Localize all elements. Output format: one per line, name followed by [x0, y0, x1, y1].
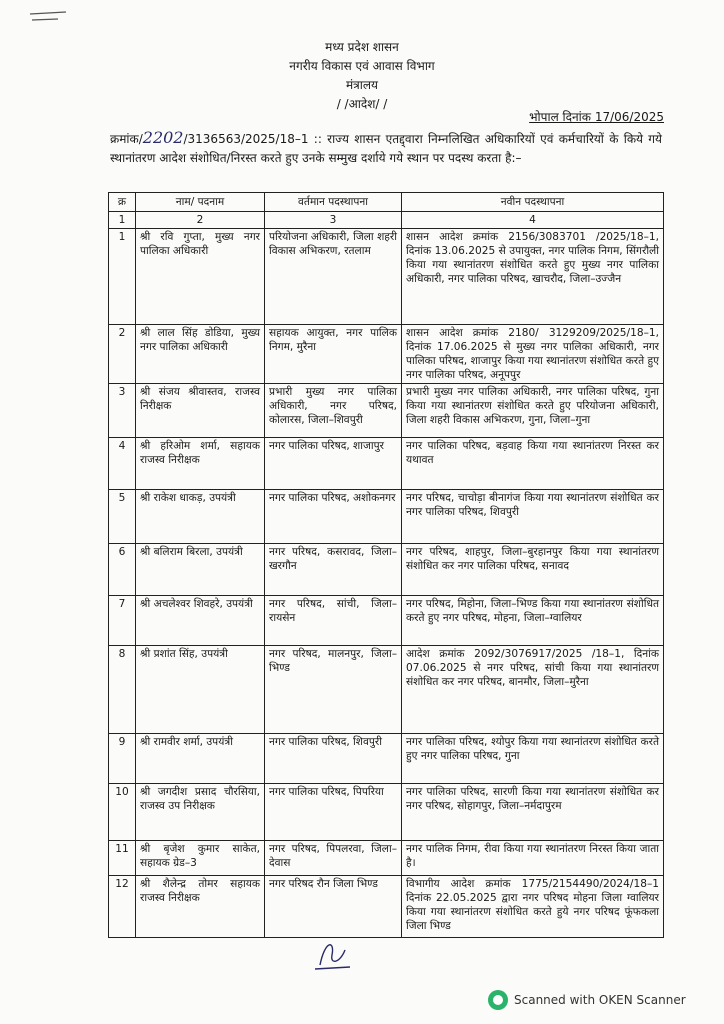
table-row: 8 श्री प्रशांत सिंह, उपयंत्री नगर परिषद, म…	[108, 645, 664, 734]
serial-cell: 2	[108, 324, 136, 384]
transfer-table: क्र नाम/ पदनाम वर्तमान पदस्थापना नवीन पद…	[108, 192, 664, 938]
new-posting-cell: नगर परिषद, चाचोड़ा बीनागंज किया गया स्था…	[401, 489, 664, 544]
header-serial: क्र	[108, 192, 136, 212]
column-index-row: 1 2 3 4	[108, 211, 664, 229]
name-cell: श्री शैलेन्द्र तोमर सहायक राजस्व निरीक्ष…	[135, 875, 265, 938]
signature	[314, 944, 351, 970]
index-cell: 4	[401, 211, 664, 229]
new-posting-cell: नगर पालिका परिषद, बड़वाह किया गया स्थाना…	[401, 437, 664, 490]
name-cell: श्री राकेश धाकड़, उपयंत्री	[135, 489, 265, 544]
name-cell: श्री जगदीश प्रसाद चौरसिया, राजस्व उप निर…	[135, 783, 265, 841]
table-row: 4 श्री हरिओम शर्मा, सहायक राजस्व निरीक्षक…	[108, 437, 664, 490]
letterhead-government: मध्य प्रदेश शासन	[325, 40, 399, 54]
current-posting-cell: नगर पालिका परिषद, शाजापुर	[264, 437, 402, 490]
name-cell: श्री प्रशांत सिंह, उपयंत्री	[135, 645, 265, 734]
order-number-prefix: क्रमांक/	[110, 132, 143, 146]
table-row: 5 श्री राकेश धाकड़, उपयंत्री नगर पालिका पर…	[108, 489, 664, 544]
name-cell: श्री हरिओम शर्मा, सहायक राजस्व निरीक्षक	[135, 437, 265, 490]
new-posting-cell: नगर परिषद, मिहोना, जिला–भिण्ड किया गया स…	[401, 595, 664, 646]
table-row: 12 श्री शैलेन्द्र तोमर सहायक राजस्व निरीक…	[108, 875, 664, 938]
table-row: 10 श्री जगदीश प्रसाद चौरसिया, राजस्व उप न…	[108, 783, 664, 841]
name-cell: श्री लाल सिंह डोडिया, मुख्य नगर पालिका अ…	[135, 324, 265, 384]
serial-cell: 1	[108, 228, 136, 325]
table-row: 9 श्री रामवीर शर्मा, उपयंत्री नगर पालिका प…	[108, 733, 664, 784]
name-cell: श्री रवि गुप्ता, मुख्य नगर पालिका अधिकार…	[135, 228, 265, 325]
order-intro: क्रमांक/2202/3136563/2025/18–1 :: राज्य …	[110, 128, 662, 168]
new-posting-cell: शासन आदेश क्रमांक 2156/3083701 /2025/18–…	[401, 228, 664, 325]
scanner-text: Scanned with OKEN Scanner	[514, 993, 686, 1007]
name-cell: श्री रामवीर शर्मा, उपयंत्री	[135, 733, 265, 784]
new-posting-cell: नगर पालिका परिषद, श्योपुर किया गया स्थान…	[401, 733, 664, 784]
current-posting-cell: नगर परिषद, कसरावद, जिला–खरगौन	[264, 543, 402, 596]
order-date: भोपाल दिनांक 17/06/2025	[529, 110, 664, 124]
name-cell: श्री बृजेश कुमार साकेत, सहायक ग्रेड–3	[135, 840, 265, 876]
handwritten-order-number: 2202	[142, 128, 184, 147]
new-posting-cell: प्रभारी मुख्य नगर पालिका अधिकारी, नगर पा…	[401, 383, 664, 438]
current-posting-cell: नगर पालिका परिषद, पिपरिया	[264, 783, 402, 841]
header-name: नाम/ पदनाम	[135, 192, 265, 212]
name-cell: श्री अचलेश्वर शिवहरे, उपयंत्री	[135, 595, 265, 646]
table-row: 6 श्री बलिराम बिरला, उपयंत्री नगर परिषद, क…	[108, 543, 664, 596]
serial-cell: 9	[108, 733, 136, 784]
serial-cell: 3	[108, 383, 136, 438]
oken-logo-icon	[488, 990, 508, 1010]
current-posting-cell: परियोजना अधिकारी, जिला शहरी विकास अभिकरण…	[264, 228, 402, 325]
new-posting-cell: विभागीय आदेश क्रमांक 1775/2154490/2024/1…	[401, 875, 664, 938]
pen-mark	[29, 11, 67, 21]
header-new-posting: नवीन पदस्थापना	[401, 192, 664, 212]
serial-cell: 8	[108, 645, 136, 734]
current-posting-cell: नगर परिषद, पिपलरवा, जिला–देवास	[264, 840, 402, 876]
current-posting-cell: नगर परिषद रौन जिला भिण्ड	[264, 875, 402, 938]
serial-cell: 7	[108, 595, 136, 646]
serial-cell: 4	[108, 437, 136, 490]
serial-cell: 11	[108, 840, 136, 876]
new-posting-cell: नगर पालिक निगम, रीवा किया गया स्थानांतरण…	[401, 840, 664, 876]
scanner-watermark: Scanned with OKEN Scanner	[488, 990, 686, 1010]
new-posting-cell: नगर पालिका परिषद, सारणी किया गया स्थानां…	[401, 783, 664, 841]
name-cell: श्री संजय श्रीवास्तव, राजस्व निरीक्षक	[135, 383, 265, 438]
table-row: 1 श्री रवि गुप्ता, मुख्य नगर पालिका अधिका…	[108, 228, 664, 325]
letterhead-department: नगरीय विकास एवं आवास विभाग	[289, 59, 435, 73]
current-posting-cell: नगर परिषद, सांची, जिला–रायसेन	[264, 595, 402, 646]
header-current-posting: वर्तमान पदस्थापना	[264, 192, 402, 212]
new-posting-cell: शासन आदेश क्रमांक 2180/ 3129209/2025/18–…	[401, 324, 664, 384]
current-posting-cell: सहायक आयुक्त, नगर पालिक निगम, मुरैना	[264, 324, 402, 384]
order-heading: / /आदेश/ /	[336, 97, 388, 111]
order-intro-text: /3136563/2025/18–1 :: राज्य शासन एतद्द्व…	[110, 132, 662, 165]
letterhead-ministry: मंत्रालय	[345, 78, 378, 92]
new-posting-cell: नगर परिषद, शाहपुर, जिला–बुरहानपुर किया ग…	[401, 543, 664, 596]
table-row: 7 श्री अचलेश्वर शिवहरे, उपयंत्री नगर परिषद…	[108, 595, 664, 646]
current-posting-cell: नगर पालिका परिषद, शिवपुरी	[264, 733, 402, 784]
new-posting-cell: आदेश क्रमांक 2092/3076917/2025 /18–1, दि…	[401, 645, 664, 734]
current-posting-cell: नगर परिषद, मालनपुर, जिला–भिण्ड	[264, 645, 402, 734]
table-row: 3 श्री संजय श्रीवास्तव, राजस्व निरीक्षक प्…	[108, 383, 664, 438]
serial-cell: 6	[108, 543, 136, 596]
index-cell: 2	[135, 211, 265, 229]
name-cell: श्री बलिराम बिरला, उपयंत्री	[135, 543, 265, 596]
table-row: 2 श्री लाल सिंह डोडिया, मुख्य नगर पालिका …	[108, 324, 664, 384]
serial-cell: 12	[108, 875, 136, 938]
index-cell: 3	[264, 211, 402, 229]
serial-cell: 5	[108, 489, 136, 544]
index-cell: 1	[108, 211, 136, 229]
serial-cell: 10	[108, 783, 136, 841]
current-posting-cell: प्रभारी मुख्य नगर पालिका अधिकारी, नगर पर…	[264, 383, 402, 438]
table-header-row: क्र नाम/ पदनाम वर्तमान पदस्थापना नवीन पद…	[108, 192, 664, 212]
table-row: 11 श्री बृजेश कुमार साकेत, सहायक ग्रेड–3 न…	[108, 840, 664, 876]
current-posting-cell: नगर पालिका परिषद, अशोकनगर	[264, 489, 402, 544]
